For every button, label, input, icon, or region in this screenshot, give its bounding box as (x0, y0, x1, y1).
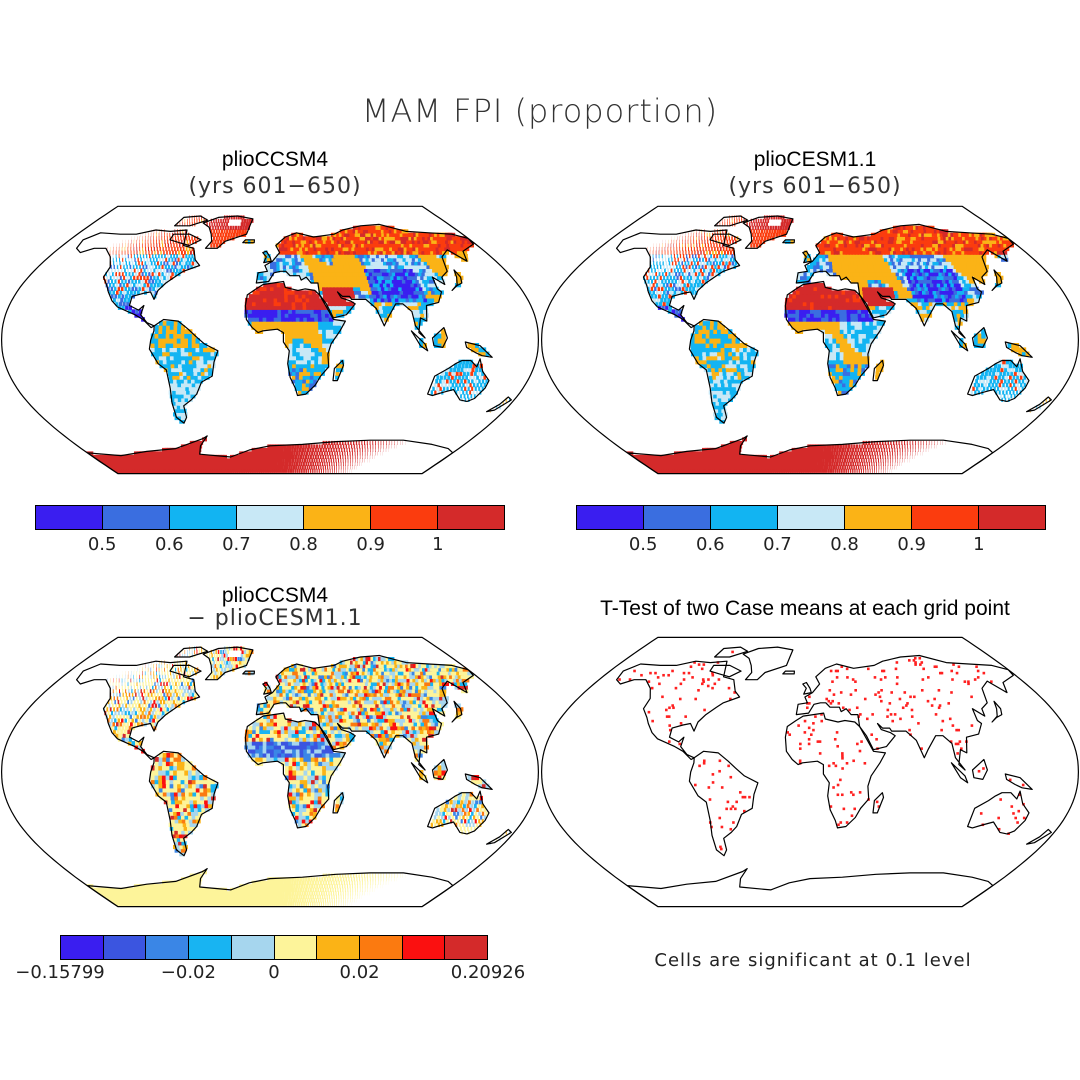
colorbar-tick-label: −0.15799 (15, 962, 105, 983)
colorbar-swatch (170, 506, 237, 529)
map-panel-d (540, 636, 1080, 908)
panel-b-subtitle: (yrs 601−650) (728, 174, 902, 199)
colorbar-tick-label: 0.5 (628, 534, 658, 555)
colorbar-swatch (644, 506, 711, 529)
colorbar-swatch (146, 936, 190, 959)
colorbar-swatch (61, 936, 104, 959)
colorbar-tick-label: 0.6 (154, 534, 184, 555)
colorbar-swatch (438, 506, 504, 529)
colorbar-tick-label: 0.02 (339, 962, 380, 983)
colorbar-swatch (274, 936, 318, 959)
colorbar-swatch (317, 936, 360, 959)
colorbar-swatch (778, 506, 845, 529)
colorbar-swatch (979, 506, 1045, 529)
colorbar-panel-a (35, 505, 505, 530)
colorbar-tick-label: 0.7 (222, 534, 251, 555)
colorbar-tick-label: 1 (973, 534, 985, 555)
map-panel-b (540, 205, 1080, 475)
colorbar-panel-c-ticks: −0.15799 −0.02 0 0.02 0.20926 (15, 962, 525, 986)
panel-a-subtitle: (yrs 601−650) (188, 174, 362, 199)
colorbar-swatch (445, 936, 488, 959)
colorbar-tick-label: 0.9 (897, 534, 927, 555)
panel-c-title: plioCCSM4 (221, 584, 329, 607)
colorbar-panel-a-ticks: 0.5 0.6 0.7 0.8 0.9 1 (35, 534, 505, 558)
colorbar-swatch (36, 506, 103, 529)
colorbar-swatch (402, 936, 446, 959)
panel-b-title: plioCESM1.1 (753, 148, 877, 171)
colorbar-swatch (371, 506, 438, 529)
colorbar-tick-label: −0.02 (160, 962, 216, 983)
panel-d-title: T-Test of two Case means at each grid po… (600, 597, 1010, 620)
colorbar-tick-label: 0.6 (695, 534, 725, 555)
colorbar-swatch (237, 506, 304, 529)
colorbar-tick-label: 0.8 (289, 534, 318, 555)
colorbar-swatch (231, 936, 275, 959)
colorbar-swatch (577, 506, 644, 529)
map-panel-a (0, 205, 540, 475)
significance-note: Cells are significant at 0.1 level (654, 950, 972, 971)
colorbar-swatch (103, 936, 147, 959)
map-panel-c (0, 636, 540, 908)
colorbar-tick-label: 0.20926 (450, 962, 526, 983)
panel-c-subtitle: − plioCESM1.1 (187, 606, 363, 631)
colorbar-swatch (359, 936, 403, 959)
colorbar-panel-c (60, 935, 488, 960)
colorbar-swatch (304, 506, 371, 529)
colorbar-swatch (711, 506, 778, 529)
colorbar-tick-label: 0.7 (763, 534, 792, 555)
colorbar-swatch (912, 506, 979, 529)
colorbar-panel-b-ticks: 0.5 0.6 0.7 0.8 0.9 1 (576, 534, 1046, 558)
colorbar-swatch (845, 506, 912, 529)
colorbar-tick-label: 0.9 (356, 534, 386, 555)
figure-title: MAM FPI (proportion) (361, 92, 719, 130)
colorbar-tick-label: 1 (432, 534, 444, 555)
colorbar-tick-label: 0.8 (830, 534, 859, 555)
colorbar-panel-b (576, 505, 1046, 530)
colorbar-swatch (189, 936, 232, 959)
colorbar-tick-label: 0 (268, 962, 280, 983)
panel-a-title: plioCCSM4 (221, 148, 329, 171)
colorbar-tick-label: 0.5 (87, 534, 117, 555)
colorbar-swatch (103, 506, 170, 529)
